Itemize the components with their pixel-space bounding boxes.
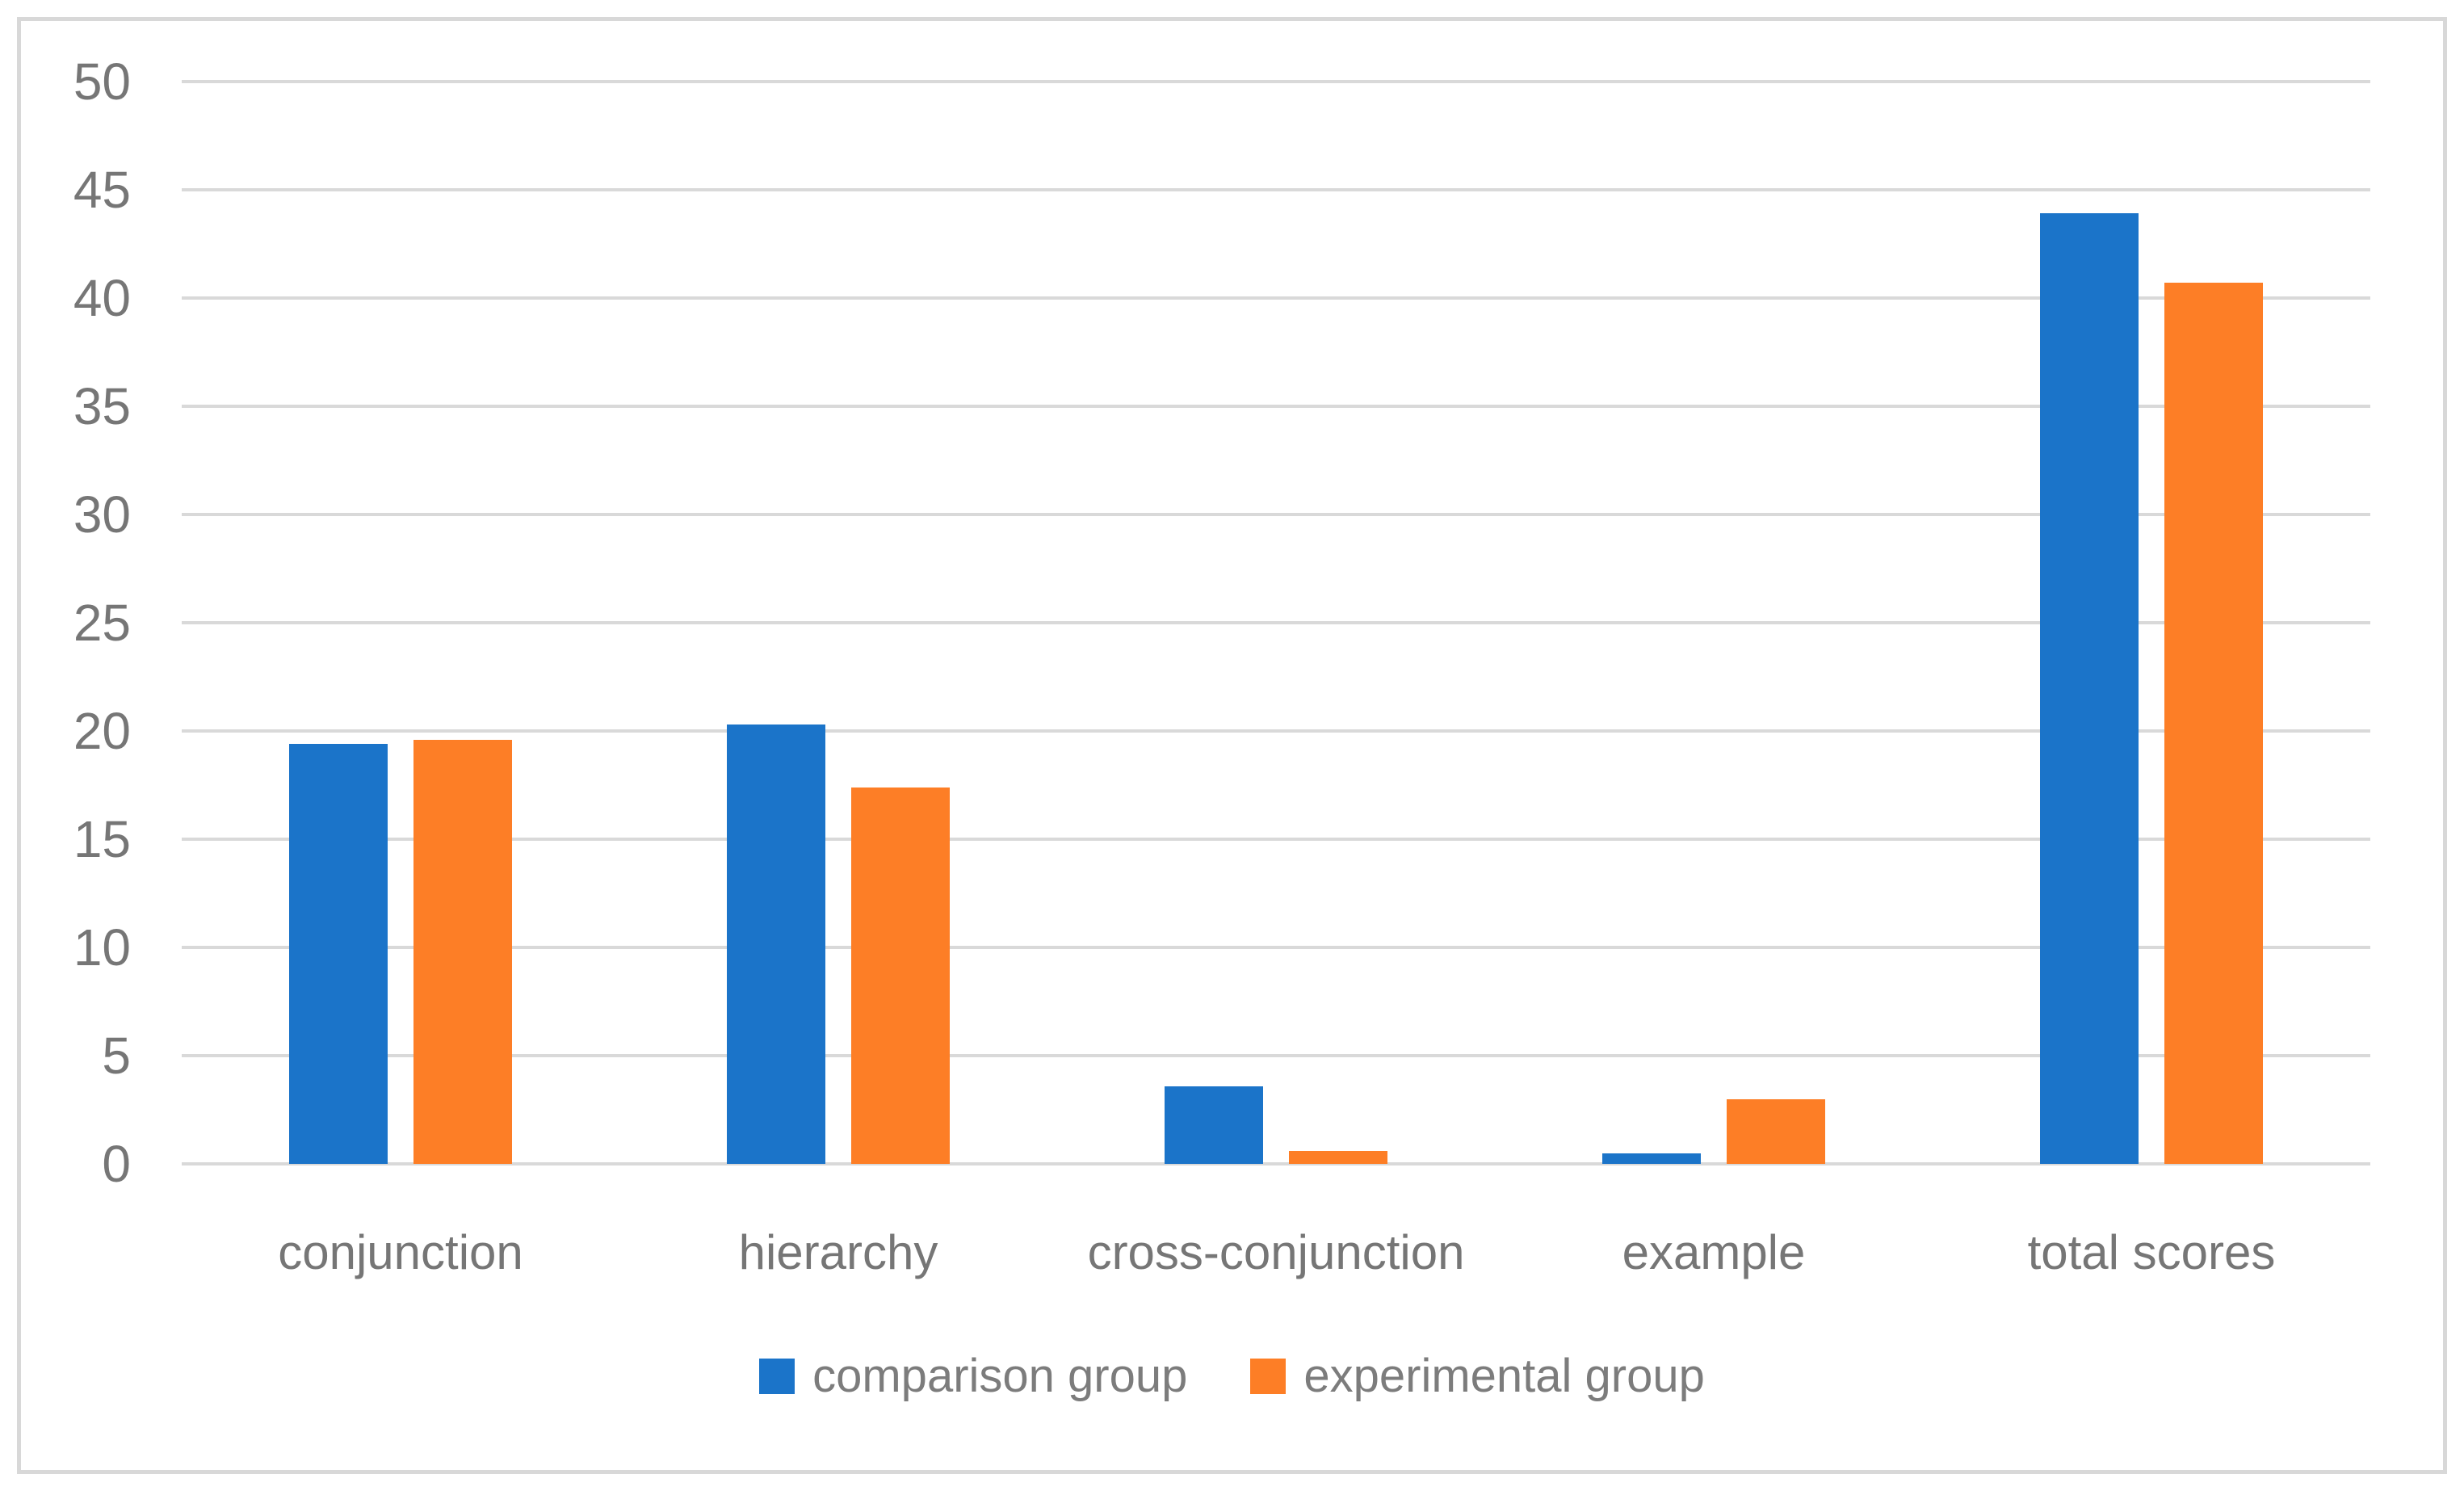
bar-experimental-group-total-scores (2164, 283, 2263, 1164)
legend-marker-experimental-group (1250, 1359, 1287, 1394)
gridline-y-50 (182, 80, 2370, 83)
y-tick-label-25: 25 (73, 594, 131, 652)
gridline-y-20 (182, 729, 2370, 733)
plot-area (182, 80, 2370, 1166)
bar-experimental-group-hierarchy (851, 787, 950, 1164)
y-tick-label-0: 0 (102, 1135, 131, 1193)
x-category-label-example: example (1622, 1225, 1806, 1279)
y-tick-label-50: 50 (73, 52, 131, 111)
x-category-label-hierarchy: hierarchy (738, 1225, 938, 1279)
legend-item-comparison-group: comparison group (759, 1350, 1187, 1402)
gridline-y-30 (182, 513, 2370, 516)
y-tick-label-5: 5 (102, 1027, 131, 1085)
gridline-y-25 (182, 621, 2370, 624)
bar-comparison-group-total-scores (2040, 213, 2139, 1164)
gridline-y-5 (182, 1054, 2370, 1057)
legend-marker-comparison-group (759, 1359, 795, 1394)
y-tick-label-20: 20 (73, 702, 131, 760)
y-tick-label-40: 40 (73, 269, 131, 327)
y-tick-label-10: 10 (73, 918, 131, 976)
bar-experimental-group-example (1727, 1098, 1825, 1164)
x-category-label-total-scores: total scores (2027, 1225, 2276, 1279)
y-tick-label-30: 30 (73, 485, 131, 544)
bar-comparison-group-conjunction (289, 744, 388, 1164)
gridline-y-0 (182, 1162, 2370, 1166)
y-tick-label-45: 45 (73, 161, 131, 219)
legend: comparison group experimental group (0, 1350, 2464, 1402)
bar-experimental-group-conjunction (413, 739, 512, 1164)
legend-label-comparison-group: comparison group (812, 1350, 1188, 1402)
y-tick-label-15: 15 (73, 810, 131, 868)
legend-item-experimental-group: experimental group (1250, 1350, 1705, 1402)
x-category-label-cross-conjunction: cross-conjunction (1087, 1225, 1465, 1279)
legend-label-experimental-group: experimental group (1303, 1350, 1705, 1402)
bar-experimental-group-cross-conjunction (1289, 1150, 1387, 1164)
gridline-y-35 (182, 405, 2370, 408)
gridline-y-10 (182, 946, 2370, 949)
gridline-y-45 (182, 188, 2370, 191)
bar-comparison-group-cross-conjunction (1165, 1086, 1263, 1164)
y-tick-label-35: 35 (73, 377, 131, 435)
x-category-label-conjunction: conjunction (278, 1225, 523, 1279)
gridline-y-40 (182, 296, 2370, 300)
gridline-y-15 (182, 838, 2370, 841)
bar-comparison-group-example (1602, 1153, 1701, 1164)
bar-comparison-group-hierarchy (727, 724, 825, 1164)
